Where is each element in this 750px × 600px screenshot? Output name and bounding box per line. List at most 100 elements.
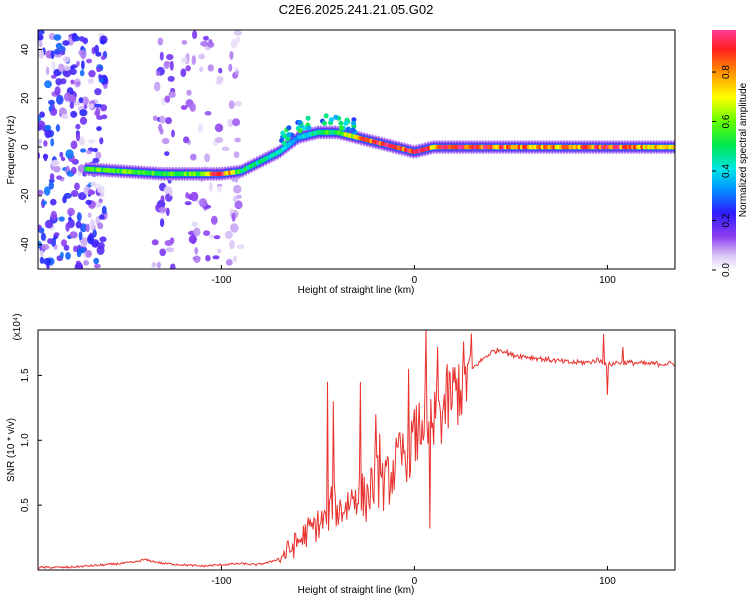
- noise-cell: [40, 232, 46, 241]
- noise-cell: [193, 255, 201, 263]
- ridge-scatter-cell: [343, 120, 349, 126]
- snr-x-tick-label: 0: [412, 576, 418, 587]
- noise-cell: [199, 66, 204, 73]
- noise-cell: [232, 195, 238, 203]
- heatmap-y-tick-label: -40: [20, 237, 31, 252]
- noise-cell: [43, 186, 51, 196]
- noise-cell: [51, 159, 60, 167]
- noise-cell: [41, 244, 50, 251]
- heatmap-x-label: Height of straight line (km): [298, 285, 415, 296]
- noise-cell: [228, 100, 235, 110]
- noise-cell: [92, 157, 100, 164]
- noise-cell: [183, 136, 190, 144]
- noise-cell: [56, 175, 62, 180]
- noise-cell: [75, 81, 81, 86]
- chart-title: C2E6.2025.241.21.05.G02: [279, 2, 434, 17]
- noise-cell: [164, 95, 171, 103]
- noise-cell: [44, 128, 52, 139]
- noise-cell: [221, 146, 230, 151]
- noise-cell: [156, 71, 161, 76]
- ridge-scatter-cell: [338, 125, 344, 131]
- noise-cell: [97, 222, 104, 230]
- noise-cell: [88, 103, 95, 109]
- noise-cell: [159, 128, 164, 135]
- ridge-scatter-cell: [305, 115, 311, 121]
- noise-cell: [70, 166, 77, 175]
- heatmap-frame: [37, 29, 676, 270]
- noise-cell: [86, 58, 93, 64]
- noise-cell: [213, 235, 221, 240]
- noise-cell: [85, 223, 90, 233]
- noise-cell: [180, 105, 188, 110]
- noise-cell: [38, 142, 41, 147]
- noise-cell: [79, 109, 88, 117]
- snr-series-line: [38, 330, 675, 569]
- noise-cell: [38, 189, 44, 196]
- noise-cell: [88, 70, 96, 78]
- noise-cell: [197, 123, 204, 133]
- noise-cell: [200, 40, 209, 47]
- noise-cell: [74, 35, 81, 42]
- colorbar-ticks: 0.0 0.2 0.4 0.6 0.8: [712, 65, 732, 277]
- colorbar-tick-label: 0.0: [721, 263, 732, 277]
- noise-cell: [65, 222, 70, 232]
- noise-cell: [151, 262, 157, 268]
- noise-cell: [232, 118, 241, 127]
- ridge-scatter-cell: [280, 130, 286, 136]
- noise-cell: [154, 81, 161, 92]
- noise-cell: [93, 147, 98, 153]
- noise-cell: [51, 60, 56, 71]
- noise-cell: [38, 120, 46, 130]
- noise-cell: [60, 78, 67, 85]
- noise-cell: [61, 156, 66, 162]
- noise-cell: [38, 30, 45, 35]
- noise-cell: [152, 115, 158, 121]
- ridge-scatter-cell: [345, 126, 351, 132]
- noise-cell: [181, 57, 188, 64]
- noise-cell: [78, 97, 84, 104]
- noise-cell: [190, 191, 199, 202]
- noise-cell: [65, 149, 74, 159]
- noise-cell: [60, 113, 69, 120]
- noise-cell: [53, 232, 60, 237]
- ridge-scatter-cell: [281, 140, 287, 146]
- noise-cell: [161, 97, 166, 106]
- noise-cell: [230, 223, 239, 233]
- snr-y-label: SNR (10 * v/v): [6, 418, 17, 482]
- noise-cell: [214, 137, 224, 143]
- noise-cell: [191, 55, 196, 66]
- noise-cell: [78, 231, 83, 241]
- noise-cell: [207, 41, 215, 48]
- noise-cell: [203, 35, 209, 41]
- noise-cell: [214, 123, 224, 133]
- ridge-scatter-cell: [286, 125, 292, 131]
- noise-cell: [87, 78, 94, 84]
- noise-cell: [225, 230, 233, 239]
- noise-cell: [227, 119, 234, 127]
- noise-cell: [59, 151, 64, 158]
- ridge-scatter-cell: [302, 125, 308, 131]
- colorbar-gradient: [712, 30, 736, 270]
- snr-y-multiplier: (x10⁴): [12, 313, 23, 340]
- noise-cell: [58, 216, 65, 222]
- noise-cell: [83, 260, 90, 266]
- noise-cell: [49, 107, 58, 116]
- noise-cell: [235, 36, 241, 43]
- noise-cell: [86, 150, 92, 155]
- noise-cell: [216, 75, 224, 83]
- ridge-cell: [672, 144, 675, 150]
- noise-cell: [43, 140, 48, 147]
- noise-cell: [65, 252, 71, 260]
- noise-cell: [50, 50, 55, 60]
- noise-cell: [229, 208, 235, 214]
- noise-cell: [205, 254, 211, 262]
- noise-cell: [38, 34, 44, 41]
- ridge-scatter-cell: [322, 120, 327, 126]
- noise-cell: [44, 124, 52, 131]
- snr-x-tick-label: 100: [599, 576, 616, 587]
- noise-cell: [230, 39, 238, 49]
- noise-cell: [60, 251, 64, 259]
- noise-cell: [212, 255, 220, 260]
- noise-cell: [158, 206, 167, 213]
- noise-cell: [160, 195, 165, 204]
